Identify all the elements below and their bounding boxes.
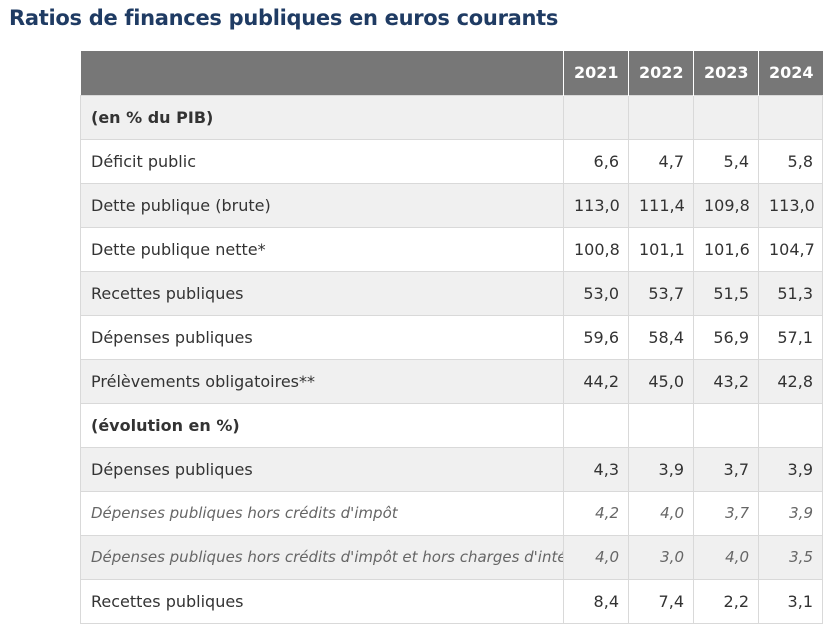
table-row: Prélèvements obligatoires** 44,2 45,0 43,2 4… [80,358,823,404]
value-cell-2024: 5,8 [758,138,823,184]
value-cell-2024: 57,1 [758,314,823,360]
value-cell-2023: 56,9 [693,314,759,360]
table-row: Dette publique nette* 100,8 101,1 101,6 104,… [80,226,823,272]
value-cell-2024: 113,0 [758,182,823,228]
value-cell-2023: 101,6 [693,226,759,272]
public-finance-ratios-table: 2021 2022 2023 2024 (en % du PIB) Déficit… [80,51,823,624]
value-cell-2022: 3,0 [628,534,694,580]
value-cell-2023 [693,402,759,448]
table-row: Recettes publiques 8,4 7,4 2,2 3,1 [80,578,823,624]
value-cell-2024 [758,402,823,448]
value-cell-2021: 6,6 [563,138,629,184]
value-cell-2022: 4,7 [628,138,694,184]
value-cell-2023: 3,7 [693,446,759,492]
section-heading: (évolution en %) [80,402,564,448]
row-label: Recettes publiques [80,578,564,624]
value-cell-2023: 4,0 [693,534,759,580]
table-row: Dette publique (brute) 113,0 111,4 109,8 113… [80,182,823,228]
row-label: Dette publique nette* [80,226,564,272]
value-cell-2021: 59,6 [563,314,629,360]
value-cell-2024: 42,8 [758,358,823,404]
value-cell-2021: 100,8 [563,226,629,272]
value-cell-2021: 4,0 [563,534,629,580]
value-cell-2022 [628,402,694,448]
value-cell-2021 [563,402,629,448]
header-label-cell [80,51,564,95]
value-cell-2021: 4,2 [563,490,629,536]
value-cell-2021: 44,2 [563,358,629,404]
row-label: Déficit public [80,138,564,184]
value-cell-2024 [758,94,823,140]
table-row: Dépenses publiques 59,6 58,4 56,9 57,1 [80,314,823,360]
value-cell-2022 [628,94,694,140]
table-row: Recettes publiques 53,0 53,7 51,5 51,3 [80,270,823,316]
table-row: Dépenses publiques 4,3 3,9 3,7 3,9 [80,446,823,492]
table-header-row: 2021 2022 2023 2024 [80,51,823,95]
value-cell-2023: 3,7 [693,490,759,536]
value-cell-2024: 3,1 [758,578,823,624]
value-cell-2022: 4,0 [628,490,694,536]
value-cell-2023 [693,94,759,140]
row-label: Recettes publiques [80,270,564,316]
value-cell-2023: 2,2 [693,578,759,624]
section-heading: (en % du PIB) [80,94,564,140]
value-cell-2022: 45,0 [628,358,694,404]
value-cell-2022: 3,9 [628,446,694,492]
header-year-2022: 2022 [628,51,694,95]
row-label: Dépenses publiques hors crédits d'impôt … [80,534,564,580]
value-cell-2021: 8,4 [563,578,629,624]
value-cell-2022: 7,4 [628,578,694,624]
value-cell-2022: 101,1 [628,226,694,272]
table-section-row: (évolution en %) [80,402,823,448]
value-cell-2023: 51,5 [693,270,759,316]
value-cell-2024: 104,7 [758,226,823,272]
row-label: Prélèvements obligatoires** [80,358,564,404]
table-row: Dépenses publiques hors crédits d'impôt … [80,534,823,580]
value-cell-2024: 3,9 [758,490,823,536]
header-year-2024: 2024 [758,51,823,95]
table-section-row: (en % du PIB) [80,94,823,140]
value-cell-2021 [563,94,629,140]
value-cell-2021: 113,0 [563,182,629,228]
value-cell-2023: 109,8 [693,182,759,228]
value-cell-2023: 43,2 [693,358,759,404]
row-label: Dépenses publiques [80,314,564,360]
row-label: Dépenses publiques hors crédits d'impôt [80,490,564,536]
value-cell-2024: 3,5 [758,534,823,580]
value-cell-2021: 53,0 [563,270,629,316]
value-cell-2021: 4,3 [563,446,629,492]
row-label: Dépenses publiques [80,446,564,492]
header-year-2021: 2021 [563,51,629,95]
row-label: Dette publique (brute) [80,182,564,228]
value-cell-2023: 5,4 [693,138,759,184]
page-title: Ratios de finances publiques en euros co… [9,6,559,30]
value-cell-2022: 58,4 [628,314,694,360]
value-cell-2022: 53,7 [628,270,694,316]
header-year-2023: 2023 [693,51,759,95]
table-row: Déficit public 6,6 4,7 5,4 5,8 [80,138,823,184]
value-cell-2024: 51,3 [758,270,823,316]
table-row: Dépenses publiques hors crédits d'impôt 4… [80,490,823,536]
value-cell-2024: 3,9 [758,446,823,492]
value-cell-2022: 111,4 [628,182,694,228]
